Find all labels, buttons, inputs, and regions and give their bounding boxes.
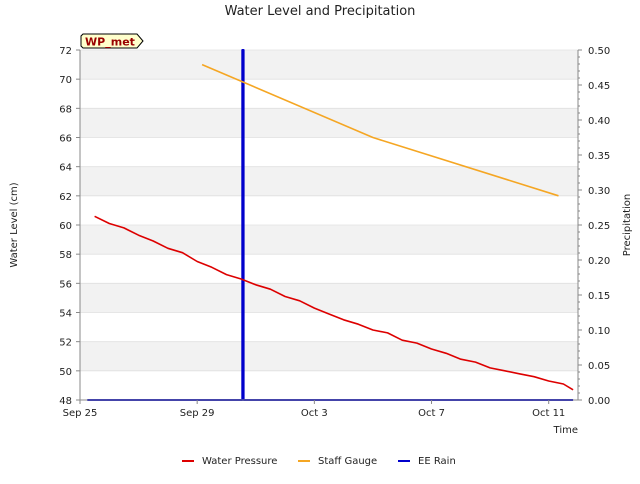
y-tick-label: 62 (59, 192, 72, 203)
chart-title: Water Level and Precipitation (225, 4, 416, 19)
y-tick-label: 66 (59, 134, 72, 145)
legend-label: Staff Gauge (318, 456, 377, 467)
y-tick-label: 72 (59, 46, 72, 57)
y2-tick-label: 0.15 (588, 291, 610, 302)
y2-tick-label: 0.45 (588, 81, 610, 92)
y2-tick-label: 0.05 (588, 361, 610, 372)
y2-axis-label: Precipitation (622, 194, 633, 257)
x-tick-label: Oct 11 (532, 408, 565, 419)
x-tick-label: Oct 3 (301, 408, 328, 419)
y-tick-label: 50 (59, 367, 72, 378)
legend-item: EE Rain (398, 456, 456, 467)
y2-tick-label: 0.20 (588, 256, 610, 267)
series-line-water-pressure (94, 215, 574, 391)
legend-item: Water Pressure (182, 456, 277, 467)
legend-label: EE Rain (418, 456, 456, 467)
y2-tick-label: 0.35 (588, 151, 610, 162)
grid-band (80, 283, 578, 313)
y-tick-label: 58 (59, 250, 72, 261)
x-tick-label: Sep 29 (180, 408, 215, 419)
legend-item: Staff Gauge (298, 456, 377, 467)
site-badge-label: WP_met (85, 36, 135, 49)
y2-tick-label: 0.50 (588, 46, 610, 57)
y-tick-label: 70 (59, 75, 72, 86)
legend: Water Pressure Staff Gauge EE Rain (182, 456, 456, 467)
x-axis-label: Time (553, 425, 578, 436)
y-tick-label: 68 (59, 104, 72, 115)
site-badge-box (80, 33, 144, 49)
x-tick-label: Sep 25 (63, 408, 98, 419)
grid-band (80, 108, 578, 138)
y-tick-label: 48 (59, 396, 72, 407)
legend-label: Water Pressure (202, 456, 277, 467)
grid-band (80, 166, 578, 196)
y-tick-label: 64 (59, 163, 72, 174)
grid-band (80, 341, 578, 371)
y-tick-label: 60 (59, 221, 72, 232)
y-axis-label: Water Level (cm) (9, 182, 20, 267)
y-tick-label: 56 (59, 279, 72, 290)
y2-tick-label: 0.10 (588, 326, 610, 337)
y-tick-label: 52 (59, 338, 72, 349)
x-tick-label: Oct 7 (418, 408, 445, 419)
y2-tick-label: 0.40 (588, 116, 610, 127)
grid-band (80, 50, 578, 80)
y2-tick-label: 0.30 (588, 186, 610, 197)
series-line-staff-gauge (201, 63, 559, 197)
y-tick-label: 54 (59, 309, 72, 320)
site-badge: WP_met (80, 33, 144, 49)
grid-band (80, 225, 578, 255)
y2-tick-label: 0.25 (588, 221, 610, 232)
y2-tick-label: 0.00 (588, 396, 610, 407)
